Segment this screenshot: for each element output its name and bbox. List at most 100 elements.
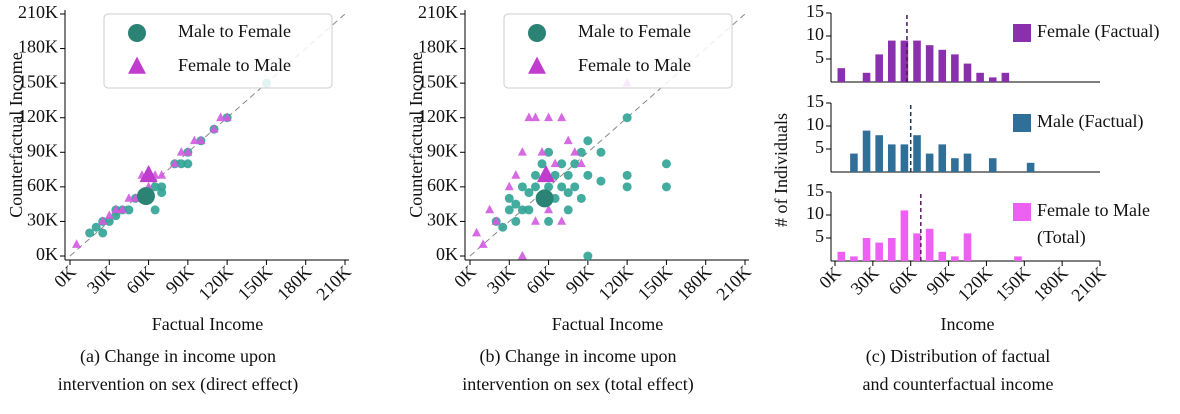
data-point (504, 205, 514, 215)
data-point (550, 158, 560, 168)
data-point (530, 170, 540, 180)
y-tick-label: 10 (806, 24, 824, 44)
bar (988, 158, 997, 172)
data-point (557, 159, 567, 169)
bar (913, 233, 921, 261)
y-tick-label: 15 (806, 91, 824, 111)
x-tick-label: 30K (847, 263, 883, 299)
y-tick-label: 120K (18, 106, 58, 126)
y-tick-label: 90K (427, 140, 458, 160)
data-point (661, 159, 671, 169)
data-point (170, 158, 180, 168)
data-point (530, 112, 540, 122)
x-tick-label: 0K (815, 263, 845, 293)
data-point (570, 182, 580, 192)
x-tick-label: 210K (712, 262, 754, 304)
data-point (209, 124, 219, 133)
data-point (183, 147, 193, 156)
legend-marker (528, 56, 546, 74)
data-point (216, 112, 226, 122)
y-tick-label: 210K (418, 2, 458, 22)
data-point (524, 205, 534, 215)
data-point (576, 158, 586, 168)
bar (900, 40, 909, 82)
y-tick-label: 5 (815, 137, 824, 157)
data-point (176, 159, 186, 169)
data-point (563, 188, 573, 198)
legend-marker (128, 56, 146, 74)
y-tick-label: 0K (436, 244, 458, 264)
x-tick-label: 120K (194, 262, 236, 304)
data-point (196, 135, 206, 145)
y-tick-label: 5 (815, 226, 824, 246)
x-tick-label: 120K (954, 263, 996, 305)
legend-label: Female to Male (578, 55, 691, 75)
data-point (622, 113, 632, 123)
data-point (517, 182, 527, 192)
bar (888, 40, 896, 82)
data-point (583, 170, 593, 180)
caption: intervention on sex (total effect) (462, 374, 694, 395)
bar (951, 158, 959, 172)
data-point (570, 159, 580, 169)
x-axis-label: Income (941, 314, 995, 334)
data-point (544, 182, 554, 192)
caption: (b) Change in income upon (480, 346, 677, 367)
data-point (98, 216, 108, 225)
y-tick-label: 30K (427, 210, 458, 230)
bar (963, 233, 972, 261)
data-point (485, 204, 495, 214)
data-point (544, 216, 554, 226)
data-point (157, 182, 167, 192)
x-tick-label: 60K (522, 262, 558, 298)
data-point (557, 112, 567, 122)
legend-marker (528, 24, 546, 42)
x-tick-label: 60K (122, 262, 158, 298)
y-tick-label: 120K (418, 106, 458, 126)
data-point (498, 222, 508, 232)
data-point (91, 222, 101, 232)
legend-label: Female to Male (1037, 200, 1150, 220)
x-tick-label: 120K (594, 262, 636, 304)
legend-label: Male to Female (178, 21, 291, 41)
y-tick-label: 150K (18, 71, 58, 91)
data-point (524, 112, 534, 122)
data-point (124, 205, 134, 215)
x-tick-label: 30K (83, 262, 119, 298)
y-tick-label: 30K (27, 210, 58, 230)
data-point (104, 216, 114, 226)
bar (938, 144, 947, 172)
data-point (491, 216, 501, 225)
x-tick-label: 150K (992, 263, 1034, 305)
legend-marker (128, 24, 146, 42)
y-tick-label: 210K (18, 2, 58, 22)
data-point (563, 205, 573, 215)
data-point (104, 210, 114, 220)
legend-swatch (1013, 203, 1031, 221)
x-tick-label: 210K (312, 262, 354, 304)
y-tick-label: 10 (806, 203, 824, 223)
bar (888, 144, 896, 172)
bar (850, 153, 858, 172)
data-point (189, 135, 199, 145)
data-point (576, 193, 586, 203)
y-axis-label: # of Individuals (771, 113, 791, 227)
mean-point (535, 189, 554, 208)
data-point (511, 199, 521, 209)
data-point (544, 112, 554, 122)
y-tick-label: 5 (815, 47, 824, 67)
x-tick-label: 180K (1029, 263, 1071, 305)
data-point (622, 170, 632, 180)
data-point (661, 182, 671, 192)
y-tick-label: 90K (27, 140, 58, 160)
legend-label: Male (Factual) (1037, 111, 1143, 132)
legend-label: Female (Factual) (1037, 21, 1159, 42)
data-point (98, 228, 108, 238)
data-point (183, 159, 193, 169)
data-point (550, 170, 560, 180)
caption: and counterfactual income (863, 374, 1054, 394)
data-point (530, 216, 540, 225)
bar (850, 256, 858, 261)
bar (875, 54, 883, 82)
data-point (478, 239, 488, 248)
